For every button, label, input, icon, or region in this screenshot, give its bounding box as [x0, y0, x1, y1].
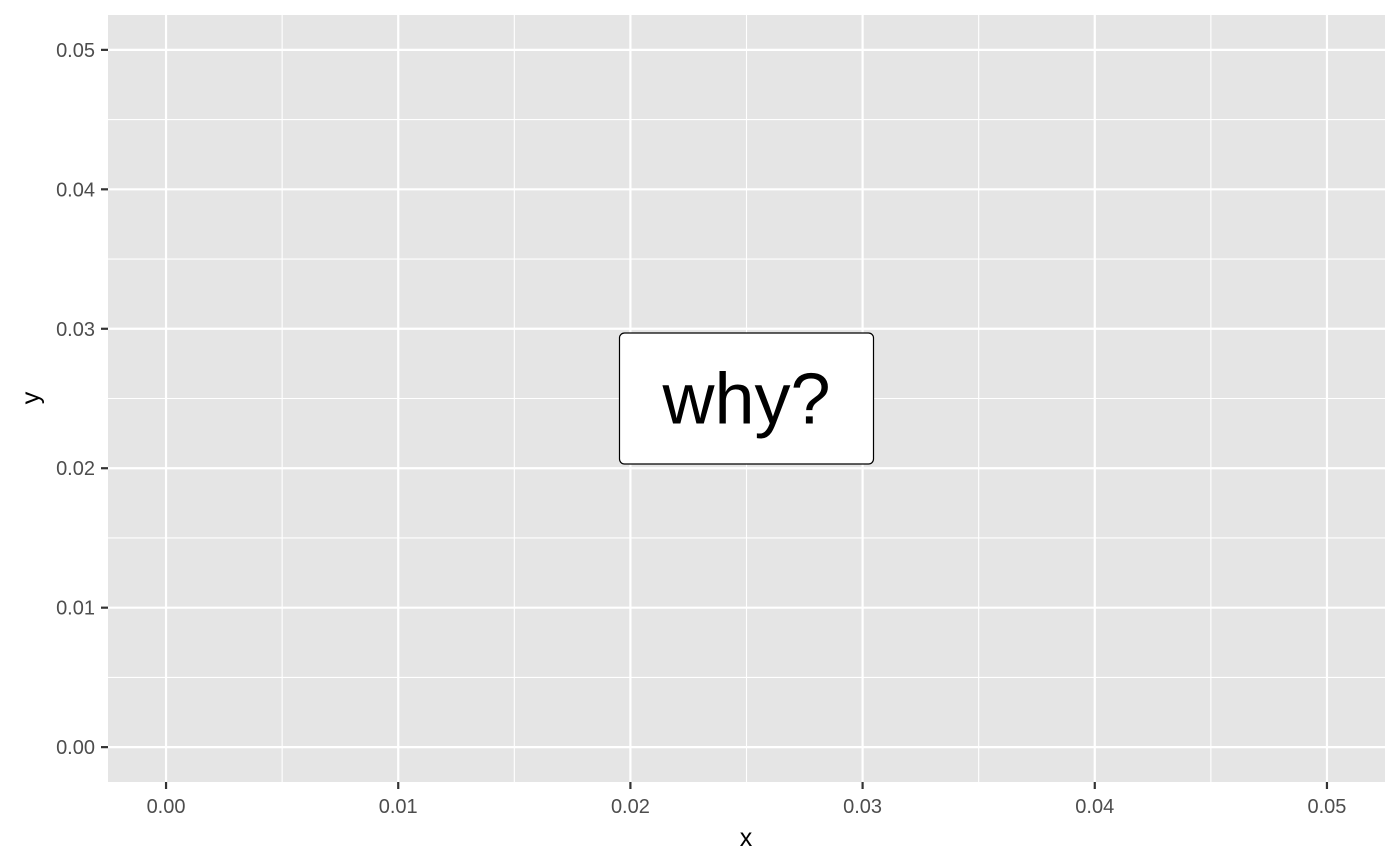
x-tick-label: 0.00: [147, 796, 186, 818]
x-tick-label: 0.01: [379, 796, 418, 818]
y-tick-label: 0.02: [56, 458, 95, 480]
x-tick-label: 0.02: [611, 796, 650, 818]
y-tick-label: 0.01: [56, 598, 95, 620]
x-tick-label: 0.04: [1075, 796, 1114, 818]
annotation-label-text: why?: [661, 360, 830, 440]
annotation-label-box: [618, 332, 875, 465]
y-axis-title: y: [17, 391, 45, 404]
x-axis: 0.00 0.01 0.02 0.03 0.04 0.05: [147, 782, 1346, 818]
annotations: why?: [618, 332, 875, 465]
y-tick-label: 0.03: [56, 319, 95, 341]
y-tick-label: 0.05: [56, 40, 95, 62]
x-tick-label: 0.03: [843, 796, 882, 818]
x-axis-title: x: [740, 824, 753, 852]
x-tick-label: 0.05: [1307, 796, 1346, 818]
y-tick-label: 0.04: [56, 179, 95, 201]
y-tick-label: 0.00: [56, 737, 95, 759]
y-axis: 0.00 0.01 0.02 0.03 0.04 0.05: [56, 40, 108, 759]
